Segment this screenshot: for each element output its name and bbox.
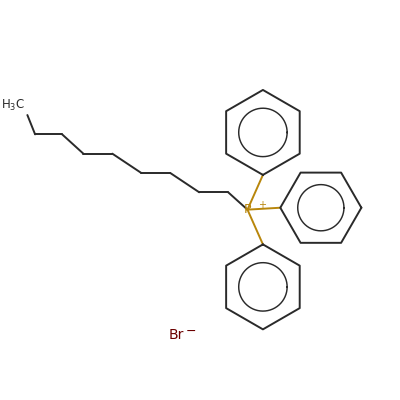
Text: $\mathregular{H_3C}$: $\mathregular{H_3C}$ <box>1 98 26 113</box>
Text: −: − <box>186 325 196 338</box>
Text: +: + <box>258 200 266 210</box>
Text: P: P <box>244 203 251 216</box>
Text: Br: Br <box>168 328 184 342</box>
